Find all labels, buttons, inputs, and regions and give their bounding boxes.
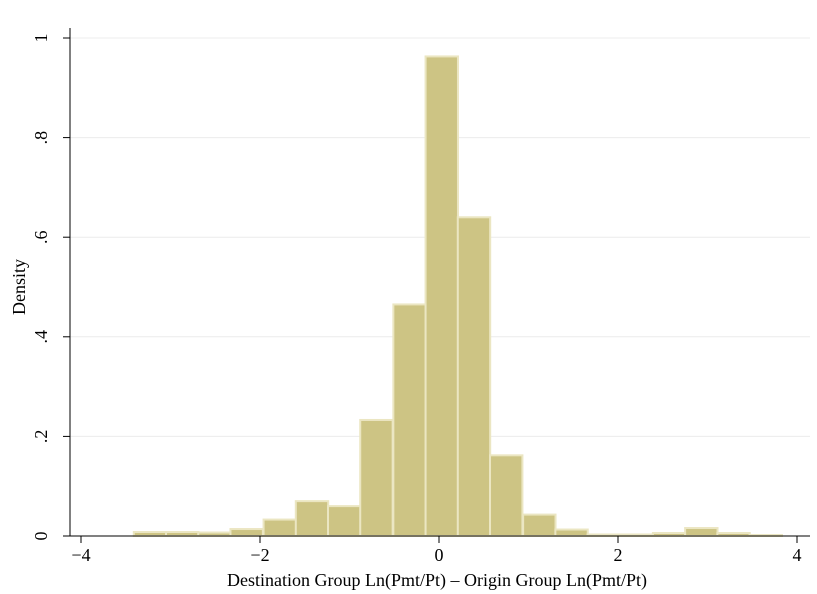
y-tick-label: .2 (31, 430, 51, 444)
x-tick-label: −4 (71, 545, 90, 565)
y-tick-label: .6 (31, 230, 51, 244)
x-tick-label: −2 (250, 545, 269, 565)
x-tick-label: 0 (435, 545, 444, 565)
histogram-bar (165, 531, 200, 537)
histogram-bar (554, 528, 589, 538)
y-axis-title: Density (9, 259, 29, 315)
x-tick-label: 2 (614, 545, 623, 565)
y-tick-label: .4 (31, 330, 51, 344)
histogram-bar (522, 513, 557, 537)
histogram-bar (132, 531, 168, 537)
histogram-bar (229, 528, 264, 538)
histogram-bars (132, 55, 783, 538)
x-tick-label: 4 (793, 545, 802, 565)
axes: 0 .2 .4 .6 .8 1 −4 −2 0 2 4 (31, 28, 810, 565)
histogram-bar (456, 216, 492, 537)
histogram-bar (359, 418, 394, 537)
y-tick-label: .8 (31, 131, 51, 145)
y-tick-label: 0 (31, 532, 51, 541)
histogram-bar (294, 500, 330, 538)
histogram-bar (424, 55, 459, 538)
x-axis-title: Destination Group Ln(Pmt/Pt) – Origin Gr… (227, 570, 647, 591)
y-tick-label: 1 (31, 34, 51, 43)
histogram-bar (197, 531, 232, 537)
histogram-bar (262, 518, 297, 537)
histogram-bar (684, 527, 719, 537)
histogram-bar (489, 454, 524, 538)
histogram-bar (327, 505, 362, 537)
histogram-bar (392, 303, 427, 537)
